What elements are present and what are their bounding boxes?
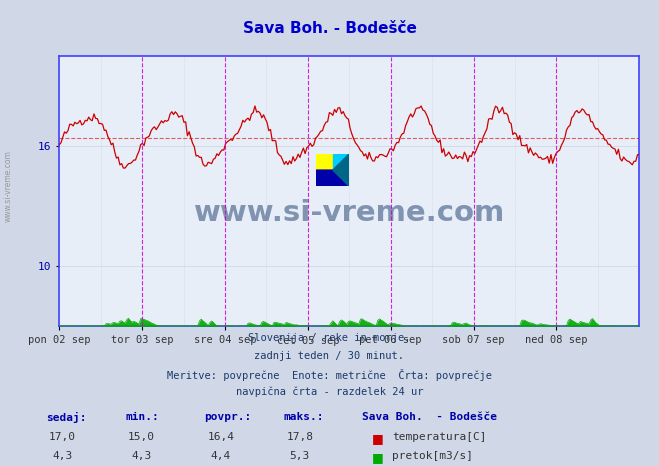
Polygon shape: [333, 154, 349, 186]
Text: Meritve: povprečne  Enote: metrične  Črta: povprečje: Meritve: povprečne Enote: metrične Črta:…: [167, 369, 492, 381]
Text: 17,8: 17,8: [287, 432, 313, 442]
Polygon shape: [316, 170, 349, 186]
Text: 15,0: 15,0: [129, 432, 155, 442]
Text: Sava Boh. - Bodešče: Sava Boh. - Bodešče: [243, 21, 416, 36]
Text: 5,3: 5,3: [290, 451, 310, 460]
Text: zadnji teden / 30 minut.: zadnji teden / 30 minut.: [254, 351, 405, 361]
Text: ■: ■: [372, 432, 384, 445]
Text: 4,4: 4,4: [211, 451, 231, 460]
Text: Slovenija / reke in morje.: Slovenija / reke in morje.: [248, 333, 411, 343]
Text: navpična črta - razdelek 24 ur: navpična črta - razdelek 24 ur: [236, 386, 423, 397]
Polygon shape: [333, 154, 349, 170]
Text: 16,4: 16,4: [208, 432, 234, 442]
Text: pretok[m3/s]: pretok[m3/s]: [392, 451, 473, 460]
Text: 4,3: 4,3: [132, 451, 152, 460]
Polygon shape: [316, 154, 333, 170]
Text: www.si-vreme.com: www.si-vreme.com: [194, 199, 505, 226]
Text: sedaj:: sedaj:: [46, 412, 86, 424]
Text: 17,0: 17,0: [49, 432, 76, 442]
Text: temperatura[C]: temperatura[C]: [392, 432, 486, 442]
Text: www.si-vreme.com: www.si-vreme.com: [4, 151, 13, 222]
Text: Sava Boh.  - Bodešče: Sava Boh. - Bodešče: [362, 412, 498, 422]
Text: ■: ■: [372, 451, 384, 464]
Text: povpr.:: povpr.:: [204, 412, 252, 422]
Text: maks.:: maks.:: [283, 412, 324, 422]
Text: 4,3: 4,3: [53, 451, 72, 460]
Text: min.:: min.:: [125, 412, 159, 422]
